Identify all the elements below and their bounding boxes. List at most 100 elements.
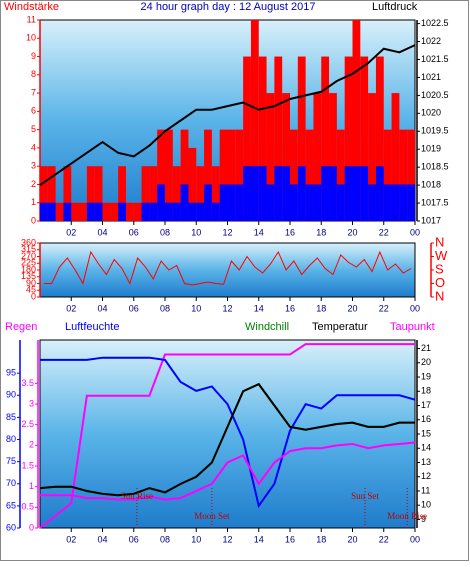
x-tick-label: 02 (66, 227, 76, 237)
plot-area (39, 242, 416, 298)
chart-title: 24 hour graph day : 12 August 2017 (141, 1, 316, 13)
bar (391, 93, 400, 221)
bar (40, 202, 48, 221)
x-tick-label: 10 (191, 227, 201, 237)
y2-tick-label: 17 (421, 400, 431, 410)
bar (329, 93, 337, 221)
legend-entry: Luftfeuchte (65, 321, 119, 333)
y2-tick-label: 1018 (421, 179, 441, 189)
x-tick-label: 20 (347, 534, 357, 544)
y-tick-label: 6 (31, 106, 36, 116)
bar (305, 129, 314, 221)
y-tick-label: 45 (26, 285, 36, 295)
y2-tick-label: 1020 (421, 108, 441, 118)
y3-tick-label: 1 (29, 481, 34, 491)
bar (47, 202, 56, 221)
y2-tick-label: 21 (421, 343, 431, 353)
y2-tick-label: 9 (421, 514, 426, 524)
x-tick-label: 18 (316, 534, 326, 544)
y2-tick-label: W (435, 248, 448, 263)
y-tick-label: 2 (31, 179, 36, 189)
bar (211, 202, 220, 221)
bar (157, 129, 165, 221)
bar (321, 166, 330, 221)
line (39, 382, 415, 497)
x-tick-label: 14 (254, 227, 264, 237)
bar (188, 147, 197, 221)
bar (227, 129, 236, 221)
legend-entry: Windchill (245, 321, 289, 333)
bar (172, 202, 181, 221)
bar (329, 166, 337, 221)
bar (383, 184, 392, 221)
bar (383, 129, 392, 221)
bar (204, 129, 212, 221)
bar (125, 202, 134, 221)
bar (344, 166, 353, 221)
y-tick-label: 0 (31, 215, 36, 225)
bar (243, 166, 251, 221)
bar (407, 129, 415, 221)
bar (352, 166, 361, 221)
bar (375, 166, 384, 221)
bar (71, 202, 80, 221)
y2-tick-label: O (435, 275, 445, 290)
legend-entry: Temperatur (312, 321, 368, 333)
annotation: Sun Rise (121, 491, 153, 501)
y-tick-label: 70 (6, 478, 16, 488)
bar (157, 184, 165, 221)
y-tick-label: 80 (6, 434, 16, 444)
legend-entry: Regen (5, 321, 37, 333)
bar (399, 184, 408, 221)
bar (141, 202, 150, 221)
y2-tick-label: 13 (421, 457, 431, 467)
y-tick-label: 65 (6, 500, 16, 510)
line (40, 441, 416, 501)
bar (149, 202, 158, 221)
bar (47, 166, 56, 221)
y3-tick-label: 3 (29, 398, 34, 408)
y-tick-label: 0 (31, 291, 36, 301)
y-tick-label: 90 (26, 278, 36, 288)
y-tick-label: 135 (21, 271, 36, 281)
y3-tick-label: 2 (29, 440, 34, 450)
x-tick-label: 02 (66, 534, 76, 544)
bar (352, 20, 361, 221)
bar (110, 202, 119, 221)
bar (290, 184, 298, 221)
y2-tick-label: 1022.5 (421, 18, 449, 28)
bar (250, 166, 259, 221)
x-tick-label: 08 (160, 534, 170, 544)
x-tick-label: 20 (347, 303, 357, 313)
y2-tick-label: 10 (421, 500, 431, 510)
y2-tick-label: 16 (421, 414, 431, 424)
bar (336, 129, 345, 221)
x-tick-label: 06 (129, 534, 139, 544)
bar (63, 166, 72, 221)
y-tick-label: 225 (21, 258, 36, 268)
y-tick-label: 11 (27, 14, 36, 24)
bar (258, 166, 267, 221)
bar (375, 56, 384, 221)
x-tick-label: 18 (316, 227, 326, 237)
y3-tick-label: 0.5 (21, 502, 34, 512)
bar (55, 202, 64, 221)
bar (297, 56, 306, 221)
bar (274, 56, 283, 221)
x-tick-label: 22 (379, 303, 389, 313)
y2-tick-label: 12 (421, 471, 431, 481)
x-tick-label: 06 (129, 303, 139, 313)
x-tick-label: 04 (97, 303, 107, 313)
x-tick-label: 12 (222, 227, 232, 237)
bar (305, 184, 314, 221)
y-tick-label: 1 (31, 197, 36, 207)
y-tick-label: 3 (31, 161, 36, 171)
y-tick-label: 360 (21, 237, 36, 247)
bar (297, 166, 306, 221)
x-tick-label: 14 (254, 534, 264, 544)
y2-tick-label: 1017 (421, 215, 441, 225)
bar (40, 166, 48, 221)
bar (360, 166, 369, 221)
x-tick-label: 22 (379, 534, 389, 544)
